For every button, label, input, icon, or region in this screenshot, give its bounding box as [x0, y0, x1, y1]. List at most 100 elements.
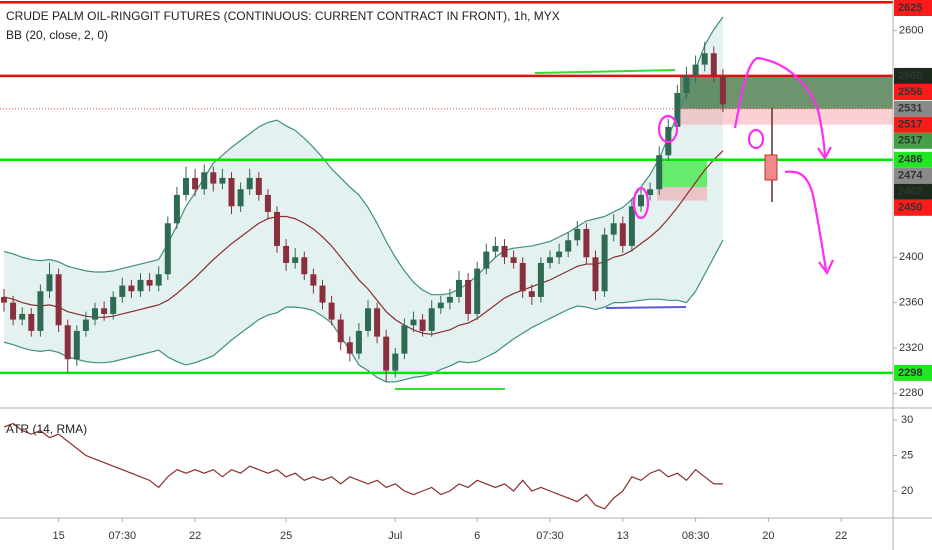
candle-body [173, 194, 180, 224]
circle-marker [747, 128, 765, 150]
candle-body [355, 330, 362, 354]
candle-body [446, 296, 453, 303]
candle-body [437, 302, 444, 309]
price-label-bg [894, 67, 932, 84]
price-label: 2517 [898, 135, 922, 147]
candle-body [46, 274, 53, 292]
candle-body [719, 75, 726, 105]
y-tick-label: 2400 [899, 251, 923, 263]
x-tick-label: 6 [474, 530, 480, 542]
candle-body [228, 177, 235, 207]
y-tick-label: 2280 [899, 387, 923, 399]
price-label-bg [894, 83, 932, 100]
price-label: 2486 [898, 154, 922, 166]
candle-body [501, 245, 508, 258]
hand-drawings [395, 56, 834, 390]
y-tick-label: 2320 [899, 342, 923, 354]
candle-body [192, 177, 199, 190]
candle-body [246, 177, 253, 190]
price-label: 2560 [898, 70, 922, 82]
position-box [657, 187, 707, 201]
position-box [680, 75, 893, 109]
candle-body [683, 75, 690, 93]
circle-marker [657, 114, 679, 144]
candle-body [565, 240, 572, 252]
candle-body [319, 285, 326, 303]
bb-lower [3, 239, 724, 383]
candle-body [155, 274, 162, 286]
arrow-head [817, 146, 832, 161]
price-label: 2474 [898, 170, 923, 182]
candle-body [146, 279, 153, 286]
candle-body [601, 234, 608, 292]
price-label: 2531 [898, 103, 922, 115]
candle-body [164, 223, 171, 275]
candle-body [374, 308, 381, 337]
x-tick-label: 07:30 [536, 530, 564, 542]
x-tick-label: 22 [189, 530, 201, 542]
candle-body [328, 302, 335, 320]
x-tick-label: 15 [52, 530, 64, 542]
candle-body [292, 257, 299, 263]
candle-body [628, 206, 635, 246]
price-label-bg [894, 183, 932, 200]
position-box [680, 108, 893, 125]
candle-body [346, 342, 353, 354]
candle-body [410, 319, 417, 326]
atr-tick-label: 20 [901, 485, 913, 497]
candle-body [392, 353, 399, 371]
candle-body [701, 53, 708, 65]
candle-body [310, 274, 317, 286]
price-label: 2298 [898, 367, 922, 379]
atr-pane [3, 422, 723, 510]
price-label-bg [894, 151, 932, 168]
atr-label: ATR (14, RMA) [6, 422, 87, 436]
candle-body [183, 177, 189, 195]
candle-body [674, 92, 681, 127]
arrow-path [733, 56, 827, 157]
candle-body [537, 262, 544, 297]
candle-body [656, 155, 663, 190]
candle-body [219, 177, 226, 184]
short-trendline [605, 306, 687, 309]
candle-body [428, 308, 435, 331]
circle-marker [632, 186, 650, 220]
candle-body [383, 336, 390, 371]
price-label-bg [894, 132, 932, 149]
candle-body [28, 313, 35, 331]
candle-body [37, 291, 44, 331]
candle-body [419, 319, 426, 331]
candle-body [10, 302, 17, 320]
candle-body [492, 245, 499, 252]
x-tick-label: 08:30 [682, 530, 710, 542]
price-label-bg [894, 116, 932, 133]
candle-body [638, 194, 644, 207]
candle-body [101, 308, 108, 314]
x-tick-label: 07:30 [109, 530, 137, 542]
candle-body [337, 319, 344, 343]
x-tick-label: 22 [835, 530, 847, 542]
position-box [657, 159, 707, 187]
short-trendline [534, 69, 676, 74]
indicator-label: BB (20, close, 2, 0) [6, 28, 108, 42]
candle-body [301, 257, 308, 275]
price-label: 2450 [898, 202, 922, 214]
bb-upper [3, 16, 724, 296]
candle-body [483, 251, 490, 269]
candle-body [64, 325, 71, 360]
candle-body [647, 189, 654, 195]
atr-tick-label: 30 [901, 414, 913, 426]
price-label: 2625 [898, 2, 922, 14]
projected-candle [764, 154, 778, 181]
arrow-path [784, 170, 828, 271]
candle-body [510, 257, 517, 263]
candle-body [474, 268, 481, 314]
arrow-head [818, 259, 834, 276]
candle-body [556, 251, 563, 258]
candle-body [365, 308, 371, 331]
x-tick-label: Jul [388, 530, 402, 542]
chart-title: CRUDE PALM OIL-RINGGIT FUTURES (CONTINUO… [6, 9, 560, 23]
atr-tick-label: 25 [901, 449, 913, 461]
